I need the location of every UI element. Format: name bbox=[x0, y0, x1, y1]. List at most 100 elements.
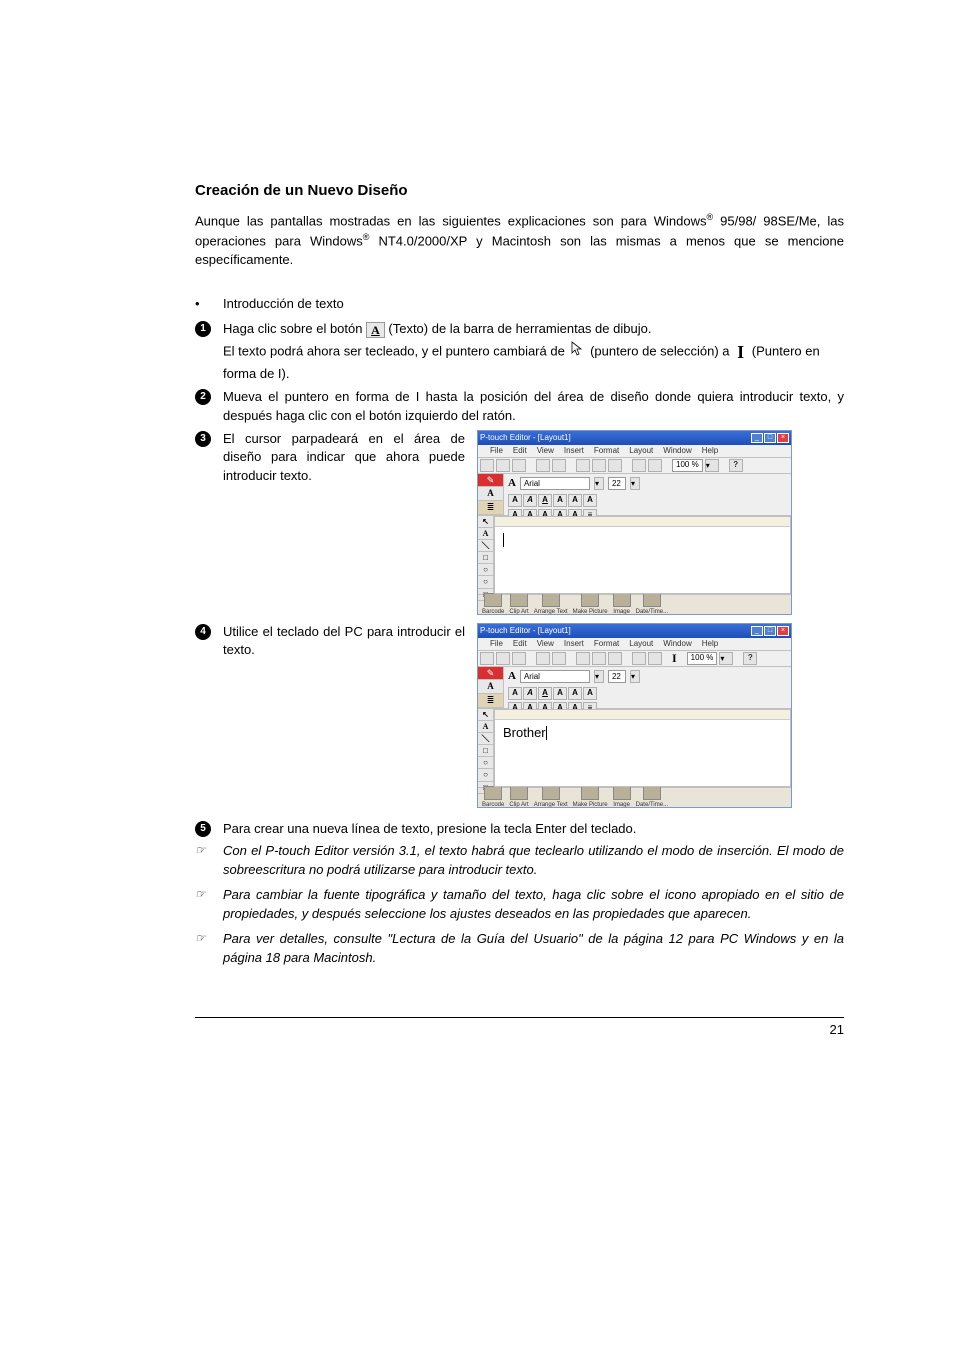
minimize-icon[interactable]: _ bbox=[751, 433, 763, 443]
menu-format[interactable]: Format bbox=[594, 638, 619, 649]
dock-datetime[interactable]: Date/Time... bbox=[636, 593, 668, 614]
style6-icon[interactable]: A bbox=[583, 494, 597, 507]
menu-file[interactable]: File bbox=[490, 445, 503, 456]
tb-copy-icon[interactable] bbox=[592, 459, 606, 472]
zoom-select[interactable]: 100 % bbox=[687, 652, 718, 665]
ss1-canvas[interactable] bbox=[494, 516, 791, 594]
tb-redo-icon[interactable] bbox=[648, 652, 662, 665]
tool-roundrect-icon[interactable]: ○ bbox=[478, 564, 493, 576]
bold-icon[interactable]: A bbox=[508, 687, 522, 700]
tb-cut-icon[interactable] bbox=[576, 459, 590, 472]
dock-barcode[interactable]: Barcode bbox=[482, 786, 504, 807]
menu-file[interactable]: File bbox=[490, 638, 503, 649]
tb-cut-icon[interactable] bbox=[576, 652, 590, 665]
underline-icon[interactable]: A bbox=[538, 687, 552, 700]
prop-tab-1[interactable]: ✎ bbox=[478, 474, 503, 488]
tool-ellipse-icon[interactable]: ○ bbox=[478, 576, 493, 588]
close-icon[interactable]: × bbox=[777, 626, 789, 636]
menu-insert[interactable]: Insert bbox=[564, 445, 584, 456]
menu-view[interactable]: View bbox=[537, 638, 554, 649]
prop-tab-1[interactable]: ✎ bbox=[478, 667, 503, 681]
tool-line-icon[interactable]: ＼ bbox=[478, 733, 493, 745]
menu-edit[interactable]: Edit bbox=[513, 445, 527, 456]
tb-dropdown-icon[interactable]: ▾ bbox=[719, 652, 733, 665]
dock-image[interactable]: Image bbox=[613, 786, 631, 807]
prop-tab-a[interactable]: A bbox=[478, 680, 503, 694]
italic-icon[interactable]: A bbox=[523, 494, 537, 507]
tool-rect-icon[interactable]: □ bbox=[478, 552, 493, 564]
style5-icon[interactable]: A bbox=[568, 687, 582, 700]
font-dropdown-icon[interactable]: ▾ bbox=[594, 477, 604, 490]
dock-arrange[interactable]: Arrange Text bbox=[534, 786, 568, 807]
tool-rect-icon[interactable]: □ bbox=[478, 745, 493, 757]
style6-icon[interactable]: A bbox=[583, 687, 597, 700]
size-dropdown-icon[interactable]: ▾ bbox=[630, 477, 640, 490]
style5-icon[interactable]: A bbox=[568, 494, 582, 507]
tb-undo-icon[interactable] bbox=[632, 652, 646, 665]
tool-roundrect-icon[interactable]: ○ bbox=[478, 757, 493, 769]
tool-text-icon[interactable]: A bbox=[478, 528, 493, 540]
dock-clipart[interactable]: Clip Art bbox=[509, 593, 528, 614]
menu-layout[interactable]: Layout bbox=[629, 638, 653, 649]
bold-icon[interactable]: A bbox=[508, 494, 522, 507]
tb-dropdown-icon[interactable]: ▾ bbox=[705, 459, 719, 472]
font-size-select[interactable]: 22 bbox=[608, 670, 626, 683]
menu-layout[interactable]: Layout bbox=[629, 445, 653, 456]
size-dropdown-icon[interactable]: ▾ bbox=[630, 670, 640, 683]
dock-makepic[interactable]: Make Picture bbox=[573, 786, 608, 807]
tb-save-icon[interactable] bbox=[512, 459, 526, 472]
dock-makepic[interactable]: Make Picture bbox=[573, 593, 608, 614]
tb-print-icon[interactable] bbox=[536, 652, 550, 665]
font-family-select[interactable]: Arial bbox=[520, 477, 590, 490]
tool-text-icon[interactable]: A bbox=[478, 721, 493, 733]
menu-insert[interactable]: Insert bbox=[564, 638, 584, 649]
minimize-icon[interactable]: _ bbox=[751, 626, 763, 636]
menu-format[interactable]: Format bbox=[594, 445, 619, 456]
prop-tab-a[interactable]: A bbox=[478, 487, 503, 501]
menu-edit[interactable]: Edit bbox=[513, 638, 527, 649]
help-icon[interactable]: ? bbox=[743, 652, 757, 665]
close-icon[interactable]: × bbox=[777, 433, 789, 443]
tool-select-icon[interactable]: ↖ bbox=[478, 516, 493, 528]
tb-open-icon[interactable] bbox=[496, 459, 510, 472]
tb-new-icon[interactable] bbox=[480, 652, 494, 665]
prop-tab-3[interactable]: ≣ bbox=[478, 501, 503, 515]
tool-ellipse-icon[interactable]: ○ bbox=[478, 769, 493, 781]
menu-help[interactable]: Help bbox=[702, 638, 718, 649]
zoom-select[interactable]: 100 % bbox=[672, 459, 703, 472]
tb-copy-icon[interactable] bbox=[592, 652, 606, 665]
ss2-canvas[interactable]: Brother bbox=[494, 709, 791, 787]
tool-select-icon[interactable]: ↖ bbox=[478, 709, 493, 721]
tb-redo-icon[interactable] bbox=[648, 459, 662, 472]
font-dropdown-icon[interactable]: ▾ bbox=[594, 670, 604, 683]
menu-view[interactable]: View bbox=[537, 445, 554, 456]
help-icon[interactable]: ? bbox=[729, 459, 743, 472]
underline-icon[interactable]: A bbox=[538, 494, 552, 507]
dock-datetime[interactable]: Date/Time... bbox=[636, 786, 668, 807]
dock-barcode[interactable]: Barcode bbox=[482, 593, 504, 614]
menu-help[interactable]: Help bbox=[702, 445, 718, 456]
tb-new-icon[interactable] bbox=[480, 459, 494, 472]
tool-line-icon[interactable]: ＼ bbox=[478, 540, 493, 552]
style4-icon[interactable]: A bbox=[553, 687, 567, 700]
prop-tab-3[interactable]: ≣ bbox=[478, 694, 503, 708]
tb-paste-icon[interactable] bbox=[608, 459, 622, 472]
tb-paste-icon[interactable] bbox=[608, 652, 622, 665]
style4-icon[interactable]: A bbox=[553, 494, 567, 507]
tb-print-icon[interactable] bbox=[536, 459, 550, 472]
tb-preview-icon[interactable] bbox=[552, 459, 566, 472]
dock-arrange[interactable]: Arrange Text bbox=[534, 593, 568, 614]
menu-window[interactable]: Window bbox=[663, 638, 691, 649]
menu-window[interactable]: Window bbox=[663, 445, 691, 456]
dock-clipart[interactable]: Clip Art bbox=[509, 786, 528, 807]
tb-undo-icon[interactable] bbox=[632, 459, 646, 472]
tb-open-icon[interactable] bbox=[496, 652, 510, 665]
tb-preview-icon[interactable] bbox=[552, 652, 566, 665]
font-size-select[interactable]: 22 bbox=[608, 477, 626, 490]
italic-icon[interactable]: A bbox=[523, 687, 537, 700]
maximize-icon[interactable]: □ bbox=[764, 626, 776, 636]
tb-save-icon[interactable] bbox=[512, 652, 526, 665]
font-family-select[interactable]: Arial bbox=[520, 670, 590, 683]
dock-image[interactable]: Image bbox=[613, 593, 631, 614]
maximize-icon[interactable]: □ bbox=[764, 433, 776, 443]
